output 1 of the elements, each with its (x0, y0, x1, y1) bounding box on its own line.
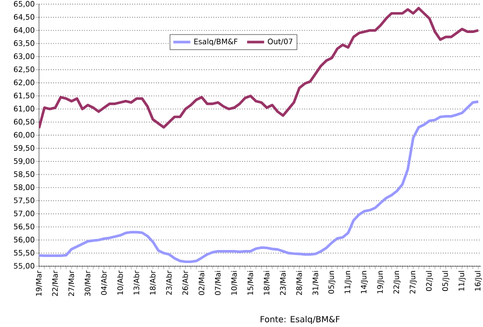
source-note: Fonte: Esalq/BM&F (260, 316, 340, 324)
